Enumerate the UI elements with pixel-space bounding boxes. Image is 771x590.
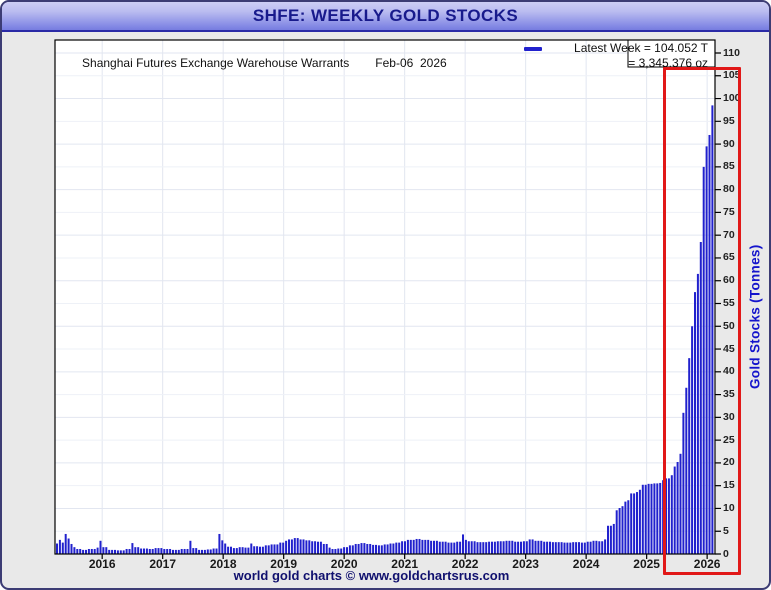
- x-tick-label: 2026: [693, 557, 721, 571]
- x-tick-label: 2021: [391, 557, 418, 571]
- y-tick-label: 45: [723, 342, 735, 355]
- y-tick-label: 50: [723, 319, 735, 332]
- y-tick-label: 15: [723, 479, 735, 492]
- x-tick-label: 2025: [633, 557, 660, 571]
- header-date: Feb-06 2026: [375, 56, 447, 70]
- y-tick-label: 95: [723, 114, 735, 127]
- y-tick-label: 30: [723, 410, 735, 423]
- y-tick-label: 0: [723, 547, 729, 560]
- x-tick-label: 2018: [209, 557, 237, 571]
- x-tick-label: 2023: [512, 557, 539, 571]
- y-tick-label: 65: [723, 251, 735, 264]
- y-tick-label: 10: [723, 501, 735, 514]
- highlight-box: [663, 67, 741, 575]
- x-tick-label: 2019: [270, 557, 297, 571]
- y-tick-label: 60: [723, 274, 735, 287]
- title-bar: SHFE: WEEKLY GOLD STOCKS: [2, 2, 769, 32]
- y-tick-label: 40: [723, 365, 735, 378]
- y-tick-label: 35: [723, 388, 735, 401]
- legend-latest-week: Latest Week = 104.052 T: [574, 41, 708, 55]
- x-tick-label: 2020: [330, 557, 358, 571]
- chart-title: SHFE: WEEKLY GOLD STOCKS: [252, 6, 519, 25]
- y-tick-label: 90: [723, 137, 735, 150]
- series-label: Shanghai Futures Exchange Warehouse Warr…: [82, 56, 350, 70]
- y-tick-label: 105: [723, 69, 741, 82]
- footer-caption: world gold charts © www.goldchartsrus.co…: [233, 568, 510, 583]
- x-tick-label: 2017: [149, 557, 177, 571]
- x-tick-label: 2024: [572, 557, 600, 571]
- y-tick-label: 100: [723, 92, 741, 105]
- legend-line-1: Latest Week = 104.052 T: [524, 41, 712, 55]
- y-tick-label: 110: [723, 46, 740, 59]
- y-tick-label: 75: [723, 205, 735, 218]
- y-tick-label: 25: [723, 433, 735, 446]
- legend: Latest Week = 104.052 T = 3,345,376 oz: [524, 41, 712, 70]
- y-tick-label: 55: [723, 297, 735, 309]
- y-tick-label: 20: [723, 456, 735, 469]
- y-tick-label: 80: [723, 183, 735, 196]
- x-tick-label: 2016: [88, 557, 116, 571]
- y-axis-title: Gold Stocks (Tonnes): [747, 244, 763, 389]
- legend-swatch-icon: [524, 46, 542, 51]
- x-tick-label: 2022: [451, 557, 479, 571]
- plot-header: Shanghai Futures Exchange Warehouse Warr…: [62, 42, 447, 84]
- y-tick-label: 70: [723, 228, 735, 241]
- y-tick-label: 5: [723, 524, 729, 537]
- y-tick-label: 85: [723, 160, 735, 173]
